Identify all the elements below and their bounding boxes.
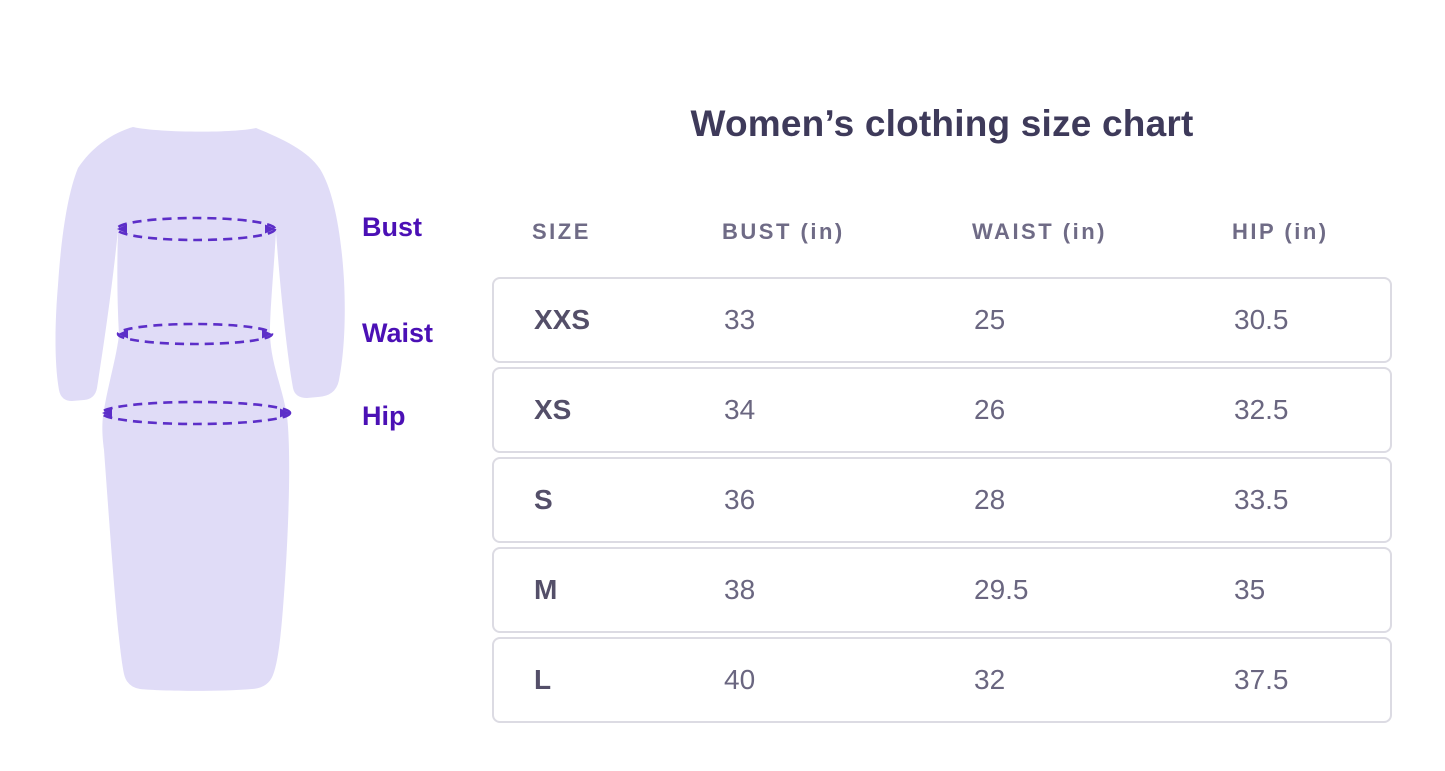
waist-value: 29.5 — [974, 574, 1029, 605]
size-value: XXS — [534, 304, 591, 335]
dress-illustration — [55, 127, 345, 691]
waist-value: 32 — [974, 664, 1006, 695]
dress-silhouette — [55, 127, 345, 691]
size-value: S — [534, 484, 553, 515]
waist-value: 26 — [974, 394, 1006, 425]
bust-value: 36 — [724, 484, 756, 515]
waist-value: 28 — [974, 484, 1006, 515]
table-row-xs: XS 34 26 32.5 — [492, 367, 1392, 453]
bust-arrowheads — [117, 224, 275, 234]
column-header-hip: HIP (in) — [1232, 219, 1329, 244]
size-value: M — [534, 574, 558, 605]
table-row-s: S 36 28 33.5 — [492, 457, 1392, 543]
waist-value: 25 — [974, 304, 1006, 335]
size-chart-table: Women’s clothing size chart SIZE BUST (i… — [492, 0, 1392, 771]
size-value: L — [534, 664, 552, 695]
bust-value: 40 — [724, 664, 756, 695]
hip-value: 33.5 — [1234, 484, 1289, 515]
table-row-xxs: XXS 33 25 30.5 — [492, 277, 1392, 363]
hip-value: 30.5 — [1234, 304, 1289, 335]
table-row-m: M 38 29.5 35 — [492, 547, 1392, 633]
waist-label: Waist — [362, 318, 434, 348]
hip-arrowheads — [102, 408, 290, 418]
hip-label: Hip — [362, 401, 406, 431]
hip-value: 32.5 — [1234, 394, 1289, 425]
table-body: XXS 33 25 30.5 XS 34 26 32.5 S 36 28 33.… — [492, 277, 1392, 727]
table-row-l: L 40 32 37.5 — [492, 637, 1392, 723]
bust-value: 34 — [724, 394, 756, 425]
column-header-bust: BUST (in) — [722, 219, 845, 244]
column-header-waist: WAIST (in) — [972, 219, 1107, 244]
hip-value: 37.5 — [1234, 664, 1289, 695]
column-header-size: SIZE — [532, 219, 591, 244]
table-header-row: SIZE BUST (in) WAIST (in) HIP (in) — [492, 210, 1392, 254]
page-title: Women’s clothing size chart — [690, 103, 1194, 144]
size-value: XS — [534, 394, 572, 425]
hip-value: 35 — [1234, 574, 1266, 605]
bust-value: 33 — [724, 304, 756, 335]
bust-value: 38 — [724, 574, 756, 605]
waist-arrowheads — [118, 329, 272, 339]
bust-label: Bust — [362, 212, 422, 242]
